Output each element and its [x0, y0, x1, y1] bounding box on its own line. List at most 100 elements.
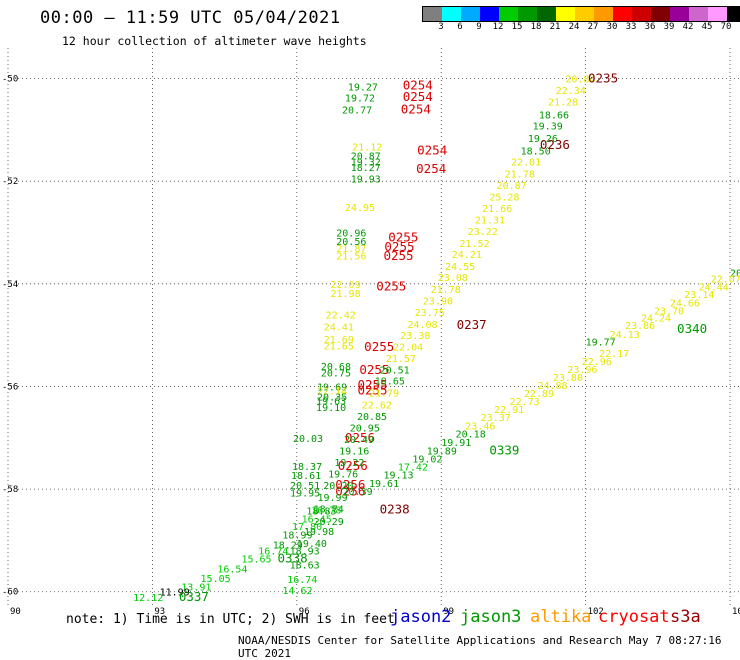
- data-label-altika: 21.78: [431, 285, 461, 296]
- data-label-altika: 22.62: [362, 400, 392, 411]
- data-label-jason3: 22.89: [524, 389, 554, 400]
- data-label-altika: 23.08: [438, 273, 468, 284]
- data-label-altika: 24.55: [445, 262, 475, 273]
- data-label-cryosat: 0255: [383, 248, 413, 263]
- data-label-jason3: 22.91: [494, 405, 524, 416]
- data-label-jason3: 14.62: [282, 586, 312, 597]
- data-label-altika: 19.39: [533, 122, 563, 133]
- data-label-cryosat: 0256: [335, 484, 365, 499]
- y-tick-label: -50: [2, 75, 18, 85]
- data-label-altika: 21.52: [459, 239, 489, 250]
- data-label-cryosat: 19.63: [316, 396, 346, 407]
- y-tick-label: -56: [2, 382, 18, 392]
- legend-tick-label: 30: [606, 22, 618, 32]
- data-label-cryosat: 20.35: [317, 393, 347, 404]
- data-label-cryosat: 19.10: [316, 403, 346, 414]
- data-label-cryosat: 21.98: [330, 289, 360, 300]
- data-label-jason3: 0337: [179, 589, 209, 604]
- data-label-s3a: 0235: [588, 71, 618, 86]
- data-label-jason3: 16.54: [217, 565, 247, 576]
- data-label-jason3: 13.91: [181, 583, 211, 594]
- data-label-altika: 19.99: [317, 493, 347, 504]
- legend-swatch: [594, 7, 613, 21]
- data-label-jason3: 0338: [278, 550, 308, 565]
- data-label-cryosat: 0254: [417, 142, 447, 157]
- data-label-cryosat: 20.68: [321, 362, 351, 373]
- data-label-altika: 23.38: [400, 331, 430, 342]
- data-label-jason3: 19.13: [383, 471, 413, 482]
- data-label-jason3: 18.29: [273, 541, 303, 552]
- satellite-jason3: jason3: [460, 607, 522, 627]
- data-label-jason3: 22.73: [510, 397, 540, 408]
- data-label-cryosat: 22.09: [330, 280, 360, 291]
- footer-credit: NOAA/NESDIS Center for Satellite Applica…: [238, 634, 722, 660]
- data-label-cryosat: 0254: [416, 161, 446, 176]
- data-label-altika: 18.83: [306, 507, 336, 518]
- data-label-jason3: 23.80: [553, 373, 583, 384]
- data-label-altika: 20.85: [357, 412, 387, 423]
- data-label-jason3: 16.78: [311, 506, 341, 517]
- data-label-jason3: 24.66: [670, 298, 700, 309]
- data-label-jason3: 19.77: [586, 337, 616, 348]
- data-label-jason3: 16.74: [287, 575, 317, 586]
- data-label-s3a: 0236: [540, 137, 570, 152]
- legend-swatch: [575, 7, 594, 21]
- data-label-altika: 21.28: [548, 98, 578, 109]
- data-label-cryosat: 21.87: [336, 244, 366, 255]
- y-tick-label: -58: [2, 485, 18, 495]
- data-label-jason3: 19.91: [441, 438, 471, 449]
- data-label-jason3: 15.65: [241, 554, 271, 565]
- data-label-altika: 22.04: [393, 342, 423, 353]
- data-label-altika: 0238: [380, 502, 410, 517]
- data-label-jason3: 23.46: [465, 421, 495, 432]
- data-label-cryosat: 0254: [403, 78, 433, 93]
- data-label-altika: 19.76: [328, 470, 358, 481]
- data-label-altika: 20.49: [344, 435, 374, 446]
- data-label-altika: 22.01: [511, 158, 541, 169]
- footer-note: note: 1) Time is in UTC; 2) SWH is in fe…: [66, 612, 395, 627]
- data-label-cryosat: 0256: [345, 430, 375, 445]
- data-label-jason3: 18.99: [282, 530, 312, 541]
- data-label-jason3: 24.24: [641, 314, 671, 325]
- data-label-cryosat: 22.42: [326, 311, 356, 322]
- data-label-cryosat: 21.65: [324, 341, 354, 352]
- data-label-altika: 21.78: [505, 169, 535, 180]
- data-label-jason3: 18.63: [290, 561, 320, 572]
- data-label-cryosat: 0255: [364, 339, 394, 354]
- data-label-cryosat: 0255: [388, 230, 418, 245]
- legend-tick-label: 18: [530, 22, 542, 32]
- data-label-jason3: 23.37: [481, 413, 511, 424]
- data-label-altika: 20.51: [380, 366, 410, 377]
- data-label-cryosat: 20.51: [290, 481, 320, 492]
- data-label-cryosat: 24.95: [345, 203, 375, 214]
- legend-swatch: [518, 7, 537, 21]
- legend-swatch: [651, 7, 670, 21]
- data-label-altika: 18.74: [314, 505, 344, 516]
- data-label-cryosat: 22.14: [317, 387, 347, 398]
- data-label-cryosat: 18.27: [351, 163, 381, 174]
- data-label-altika: 18.50: [521, 146, 551, 157]
- satellite-jason2: jason2: [390, 607, 452, 627]
- legend-tick-label: 15: [511, 22, 523, 32]
- legend-tick-label: 39: [663, 22, 675, 32]
- data-label-altika: 18.66: [539, 110, 569, 121]
- data-label-cryosat: 24.41: [324, 322, 354, 333]
- legend-swatch: [613, 7, 632, 21]
- data-label-jason3: 17.80: [292, 522, 322, 533]
- data-label-cryosat: 0254: [401, 101, 431, 116]
- data-label-cryosat: 0256: [338, 458, 368, 473]
- legend-tick-label: 21: [549, 22, 561, 32]
- data-label-jason3: 20.29: [314, 517, 344, 528]
- satellite-cryosat: cryosat: [598, 607, 670, 627]
- data-label-jason3: 16.74: [258, 547, 288, 558]
- data-label-altika: 24.08: [408, 320, 438, 331]
- data-label-cryosat: 21.12: [352, 142, 382, 153]
- data-label-jason3: 12.12: [133, 593, 163, 604]
- x-tick-label: 99: [443, 607, 454, 617]
- data-label-cryosat: 19.72: [345, 94, 375, 105]
- data-label-altika: 19.26: [528, 134, 558, 145]
- data-label-cryosat: 18.37: [292, 462, 322, 473]
